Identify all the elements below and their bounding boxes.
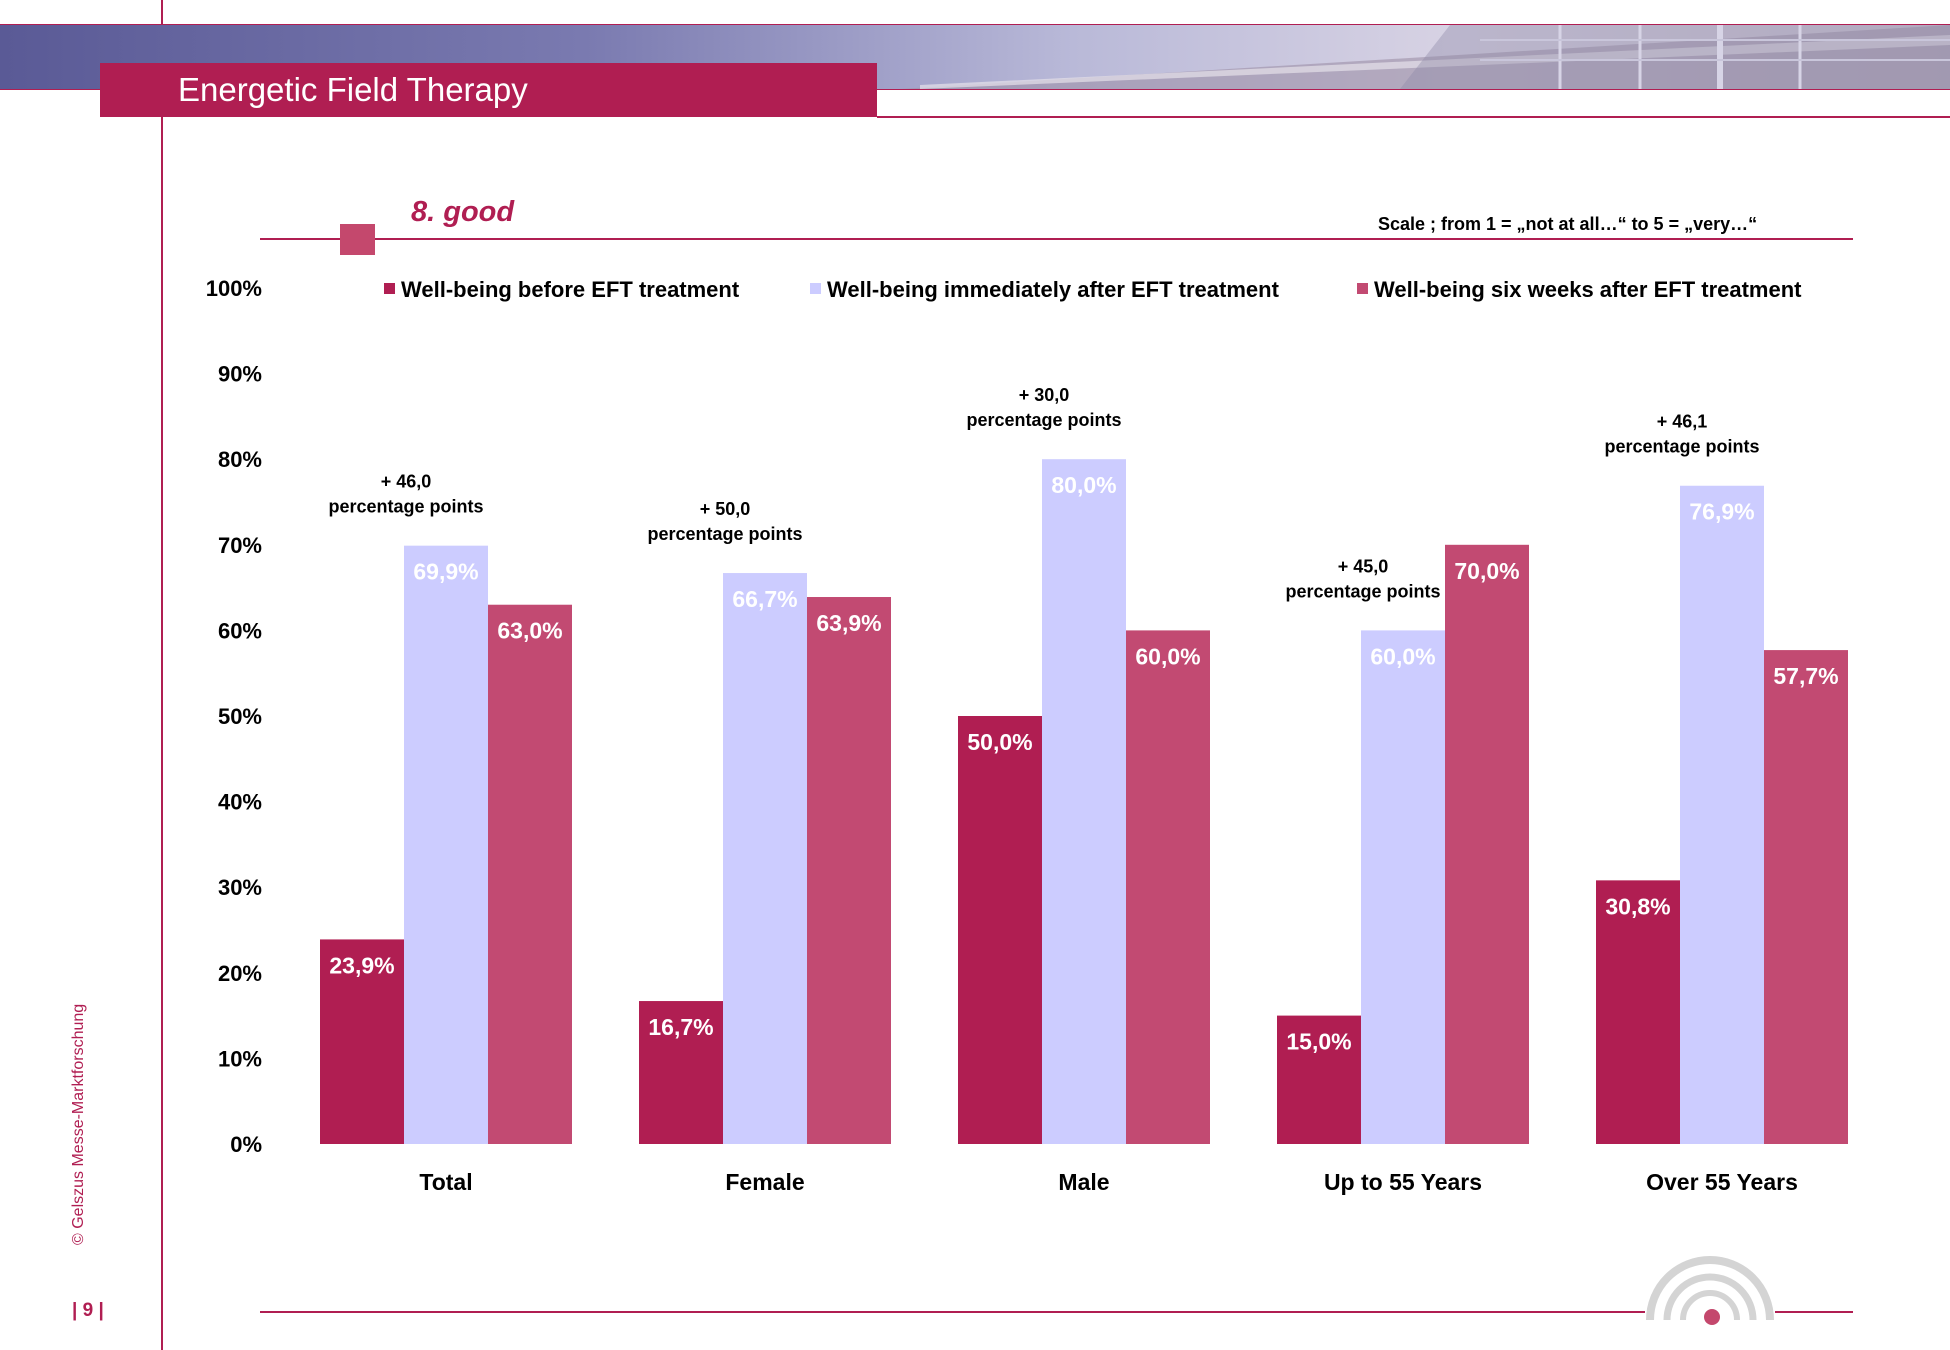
data-label: 16,7% bbox=[648, 1014, 713, 1040]
footer-logo bbox=[1645, 1250, 1775, 1330]
title-underline bbox=[877, 116, 1950, 118]
y-tick-label: 60% bbox=[218, 618, 262, 643]
annotation-delta: + 45,0 bbox=[1338, 556, 1389, 576]
legend-swatch bbox=[1357, 283, 1368, 294]
bar bbox=[807, 597, 891, 1144]
copyright-text: © Gelszus Messe-Marktforschung bbox=[70, 1003, 87, 1245]
data-label: 23,9% bbox=[329, 952, 394, 978]
data-label: 30,8% bbox=[1605, 893, 1670, 919]
bar bbox=[404, 545, 488, 1144]
bar bbox=[1361, 630, 1445, 1144]
x-tick-label: Over 55 Years bbox=[1646, 1169, 1798, 1195]
y-tick-label: 70% bbox=[218, 533, 262, 558]
annotation-unit: percentage points bbox=[1285, 581, 1440, 601]
x-tick-label: Female bbox=[725, 1169, 804, 1195]
data-label: 76,9% bbox=[1689, 499, 1754, 525]
annotation-delta: + 30,0 bbox=[1019, 385, 1070, 405]
bar bbox=[1445, 544, 1529, 1144]
data-label: 60,0% bbox=[1370, 643, 1435, 669]
annotation-unit: percentage points bbox=[966, 410, 1121, 430]
x-tick-label: Total bbox=[419, 1169, 472, 1195]
legend-label: Well-being six weeks after EFT treatment bbox=[1374, 277, 1802, 302]
y-tick-label: 90% bbox=[218, 362, 262, 387]
annotation-unit: percentage points bbox=[1604, 437, 1759, 457]
section-rule bbox=[260, 238, 1853, 240]
page-title: Energetic Field Therapy bbox=[178, 71, 528, 108]
annotation-delta: + 46,0 bbox=[381, 472, 432, 492]
bar bbox=[1277, 1015, 1361, 1144]
y-tick-label: 30% bbox=[218, 875, 262, 900]
title-bar: Energetic Field Therapy bbox=[100, 63, 877, 117]
building-facade-image bbox=[900, 25, 1950, 89]
y-tick-label: 40% bbox=[218, 790, 262, 815]
data-label: 50,0% bbox=[967, 729, 1032, 755]
bar bbox=[488, 604, 572, 1144]
left-rule bbox=[161, 0, 163, 1350]
scale-note: Scale ; from 1 = „not at all…“ to 5 = „v… bbox=[1378, 214, 1758, 234]
data-label: 80,0% bbox=[1051, 472, 1116, 498]
x-tick-label: Male bbox=[1058, 1169, 1109, 1195]
bar bbox=[723, 573, 807, 1144]
data-label: 63,0% bbox=[497, 618, 562, 644]
section-marker bbox=[340, 224, 375, 255]
bar bbox=[958, 716, 1042, 1144]
annotation-unit: percentage points bbox=[647, 524, 802, 544]
legend-swatch bbox=[810, 283, 821, 294]
legend-label: Well-being before EFT treatment bbox=[401, 277, 740, 302]
bar bbox=[1764, 650, 1848, 1144]
bar bbox=[1042, 459, 1126, 1144]
bar bbox=[320, 939, 404, 1144]
bar bbox=[1126, 630, 1210, 1144]
data-label: 66,7% bbox=[732, 586, 797, 612]
y-tick-label: 80% bbox=[218, 447, 262, 472]
bar bbox=[1680, 485, 1764, 1145]
data-label: 60,0% bbox=[1135, 643, 1200, 669]
y-tick-label: 50% bbox=[218, 704, 262, 729]
page-number: | 9 | bbox=[72, 1300, 104, 1321]
data-label: 15,0% bbox=[1286, 1029, 1351, 1055]
y-tick-label: 10% bbox=[218, 1046, 262, 1071]
y-tick-label: 100% bbox=[206, 276, 262, 301]
bar bbox=[639, 1001, 723, 1144]
annotation-unit: percentage points bbox=[328, 497, 483, 517]
bar bbox=[1596, 880, 1680, 1144]
footer-rule bbox=[260, 1311, 1853, 1313]
data-label: 70,0% bbox=[1454, 558, 1519, 584]
x-tick-label: Up to 55 Years bbox=[1324, 1169, 1482, 1195]
legend-swatch bbox=[384, 283, 395, 294]
y-tick-label: 0% bbox=[230, 1132, 262, 1157]
section-title: 8. good bbox=[411, 196, 515, 228]
signal-logo-icon bbox=[1646, 1256, 1774, 1325]
data-label: 69,9% bbox=[413, 559, 478, 585]
annotation-delta: + 46,1 bbox=[1657, 412, 1708, 432]
data-label: 63,9% bbox=[816, 610, 881, 636]
data-label: 57,7% bbox=[1773, 663, 1838, 689]
y-tick-label: 20% bbox=[218, 961, 262, 986]
legend-label: Well-being immediately after EFT treatme… bbox=[827, 277, 1280, 302]
annotation-delta: + 50,0 bbox=[700, 499, 751, 519]
